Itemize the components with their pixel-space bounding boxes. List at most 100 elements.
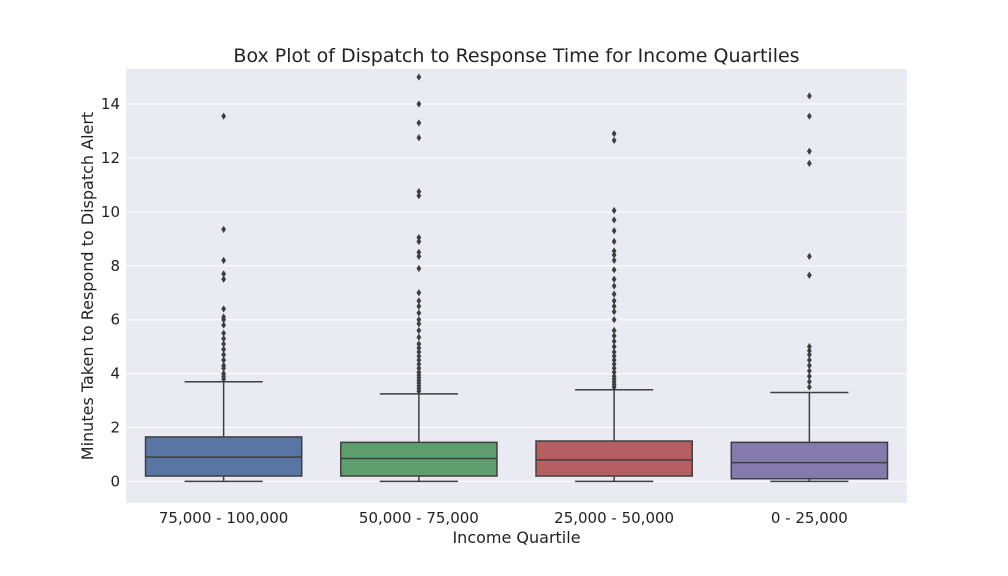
outlier-point [806, 361, 812, 370]
outlier-point [611, 282, 617, 290]
outlier-point [611, 130, 617, 138]
outlier-point [416, 297, 422, 305]
outlier-point [416, 352, 422, 360]
outlier-point [806, 372, 812, 380]
outlier-point [221, 275, 227, 283]
x-tick-label: 75,000 - 100,000 [159, 509, 288, 527]
x-tick-label: 50,000 - 75,000 [359, 509, 479, 527]
outlier-point [611, 368, 617, 376]
iqr-box [730, 441, 889, 480]
outlier-point [416, 302, 422, 310]
outlier-point [806, 271, 812, 279]
y-tick-label: 10 [101, 203, 120, 221]
outlier-point [611, 360, 617, 368]
outlier-point [806, 367, 812, 375]
outlier-point [611, 348, 617, 356]
outlier-point [416, 237, 422, 246]
outlier-point [806, 159, 812, 167]
outlier-point [611, 216, 617, 224]
outlier-point [221, 225, 227, 233]
outlier-point [611, 237, 617, 246]
outlier-point [416, 100, 422, 108]
outlier-point [221, 340, 227, 348]
outlier-point [416, 368, 422, 376]
outlier-point [611, 136, 617, 145]
outlier-point [221, 334, 227, 343]
outlier-point [806, 347, 812, 355]
outlier-point [806, 147, 812, 155]
outlier-point [416, 356, 422, 364]
outlier-point [806, 252, 812, 260]
y-tick-label: 14 [101, 95, 120, 113]
outlier-point [416, 348, 422, 356]
outlier-point [416, 333, 422, 341]
outlier-point [416, 344, 422, 352]
outlier-point [221, 256, 227, 264]
outlier-point [611, 372, 617, 380]
outlier-point [416, 119, 422, 127]
iqr-box [535, 440, 693, 477]
outlier-point [611, 364, 617, 372]
outlier-point [416, 316, 422, 324]
outlier-point [416, 248, 422, 256]
outlier-point [611, 356, 617, 364]
outlier-point [416, 309, 422, 317]
outlier-point [221, 305, 227, 313]
outlier-point [611, 206, 617, 215]
outlier-point [221, 313, 227, 321]
outlier-point [611, 256, 617, 264]
outlier-point [806, 351, 812, 359]
outlier-point [416, 360, 422, 368]
x-tick-label: 25,000 - 50,000 [554, 509, 674, 527]
outlier-point [806, 112, 812, 120]
box-group [340, 73, 498, 483]
outlier-point [611, 343, 617, 351]
outlier-point [611, 302, 617, 310]
outlier-point [806, 356, 812, 364]
outlier-point [416, 134, 422, 142]
outlier-point [611, 326, 617, 335]
outlier-point [806, 383, 812, 391]
y-axis-ticks: 0 2 4 6 8 10 12 14 [101, 95, 120, 490]
x-axis-label: Income Quartile [452, 528, 580, 547]
y-tick-label: 0 [110, 472, 120, 490]
outlier-point [611, 352, 617, 360]
outlier-point [611, 337, 617, 345]
outlier-point [611, 316, 617, 324]
outlier-point [416, 320, 422, 328]
box-group [730, 92, 889, 483]
outlier-point [806, 343, 812, 351]
y-tick-label: 2 [110, 419, 120, 437]
outlier-point [221, 321, 227, 329]
outlier-point [416, 233, 422, 242]
outlier-point [611, 308, 617, 316]
outlier-point [221, 112, 227, 120]
outlier-point [611, 332, 617, 340]
outlier-point [416, 326, 422, 335]
outlier-point [416, 252, 422, 260]
outlier-point [221, 351, 227, 359]
y-tick-label: 4 [110, 365, 120, 383]
outlier-point [416, 340, 422, 348]
outlier-point [221, 370, 227, 378]
outlier-point [416, 73, 422, 81]
y-axis-label: Minutes Taken to Respond to Dispatch Ale… [78, 112, 97, 460]
outlier-point [416, 264, 422, 273]
outlier-point [806, 378, 812, 386]
outlier-point [221, 329, 227, 337]
chart-title: Box Plot of Dispatch to Response Time fo… [233, 45, 799, 67]
outlier-point [611, 266, 617, 274]
box-group [535, 130, 693, 483]
outlier-point [416, 192, 422, 200]
outlier-point [416, 364, 422, 372]
outlier-point [416, 289, 422, 297]
outlier-point [611, 227, 617, 235]
y-tick-label: 12 [101, 149, 120, 167]
x-tick-label: 0 - 25,000 [771, 509, 848, 527]
outlier-point [611, 275, 617, 283]
outlier-point [611, 251, 617, 259]
outlier-point [221, 361, 227, 370]
boxes-layer [144, 73, 889, 483]
outlier-point [221, 345, 227, 353]
